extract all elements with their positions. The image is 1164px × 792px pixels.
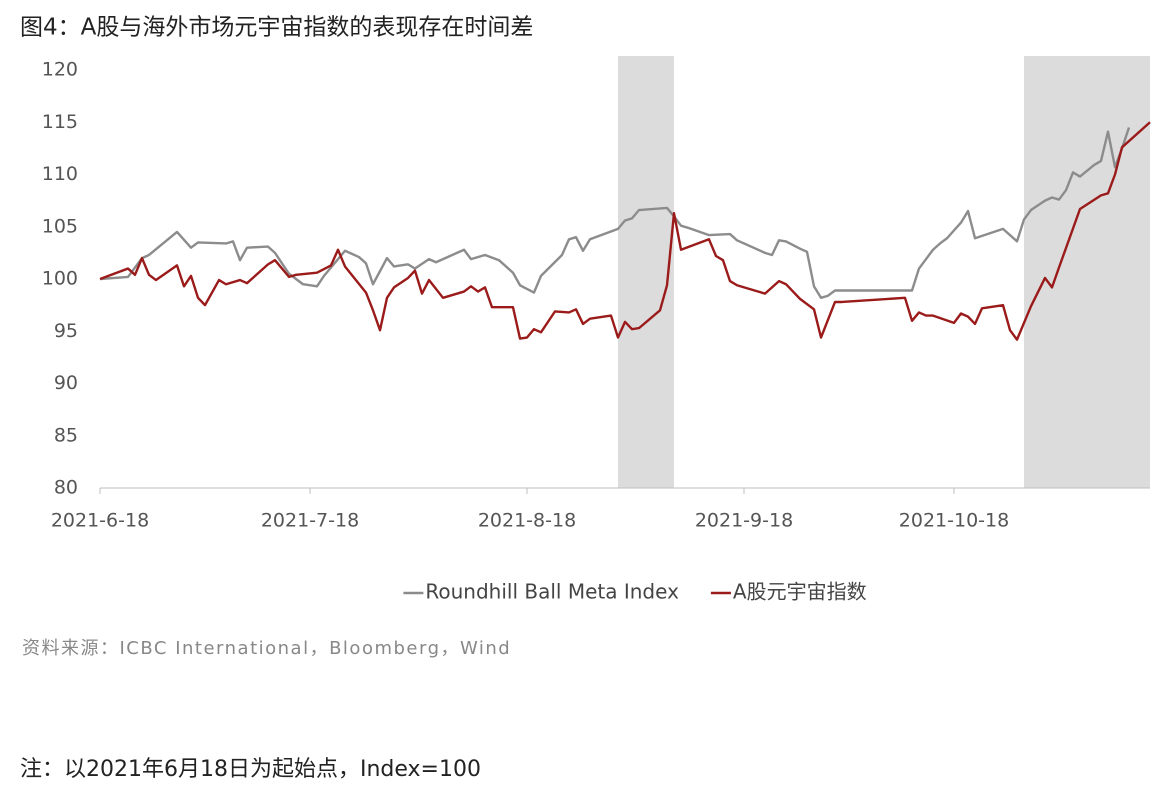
x-tick-label: 2021-6-18 xyxy=(51,510,149,532)
chart-title: 图4：A股与海外市场元宇宙指数的表现存在时间差 xyxy=(20,15,533,41)
y-tick-label: 90 xyxy=(54,372,78,394)
y-tick-label: 95 xyxy=(54,320,78,342)
note: 注：以2021年6月18日为起始点，Index=100 xyxy=(20,757,481,782)
legend: Roundhill Ball Meta Index A股元宇宙指数 xyxy=(403,580,867,604)
series-line xyxy=(99,121,1151,341)
plot-area: 80 85 90 95 100 105 110 115 120 2021-6-18 2021-7-1… xyxy=(42,56,1151,532)
source: 资料来源：ICBC International，Bloomberg，Wind xyxy=(22,638,511,659)
series-line xyxy=(99,127,1131,300)
legend-label: A股元宇宙指数 xyxy=(733,580,867,604)
y-tick-label: 120 xyxy=(42,59,78,81)
x-tick-label: 2021-8-18 xyxy=(478,510,576,532)
x-tick-label: 2021-10-18 xyxy=(899,510,1009,532)
legend-label: Roundhill Ball Meta Index xyxy=(425,580,679,604)
x-tick-label: 2021-9-18 xyxy=(695,510,793,532)
y-tick-label: 115 xyxy=(42,111,78,133)
y-tick-label: 85 xyxy=(54,424,78,446)
y-tick-label: 105 xyxy=(42,215,78,237)
shaded-range xyxy=(1024,56,1150,488)
y-tick-label: 80 xyxy=(54,477,78,499)
x-tick-label: 2021-7-18 xyxy=(261,510,359,532)
legend-item: A股元宇宙指数 xyxy=(710,580,867,604)
shaded-range xyxy=(618,56,674,488)
y-tick-label: 100 xyxy=(42,268,78,290)
legend-item: Roundhill Ball Meta Index xyxy=(403,580,679,604)
y-tick-label: 110 xyxy=(42,163,78,185)
